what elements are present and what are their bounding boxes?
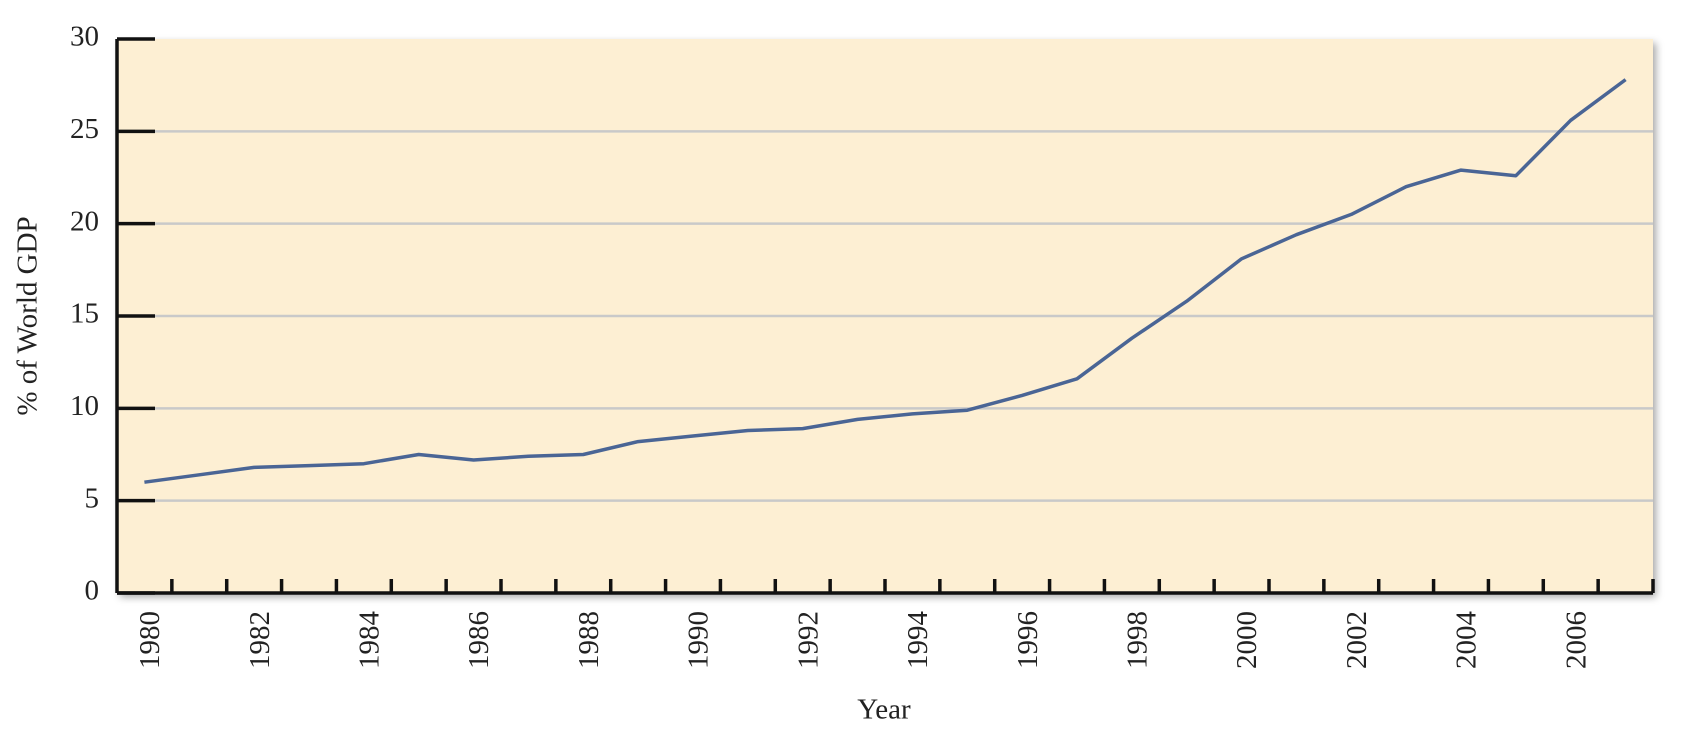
x-tick-label: 2000 [1231,611,1263,669]
x-tick-label: 1994 [902,611,934,670]
x-tick-label: 1980 [134,611,166,669]
x-tick-label: 1988 [573,611,605,669]
x-axis-label: Year [857,694,911,726]
x-tick-label: 1996 [1012,611,1044,669]
y-tick-label: 0 [85,575,100,607]
y-tick-label: 25 [70,113,99,145]
y-tick-label: 20 [70,205,99,237]
x-tick-label: 2004 [1451,611,1483,670]
x-tick-label: 1984 [354,611,386,670]
x-tick-label: 2002 [1341,611,1373,669]
x-tick-label: 1982 [244,611,276,669]
y-tick-label: 30 [70,21,99,53]
y-axis-label: % of World GDP [12,216,44,415]
x-tick-label: 2006 [1560,611,1592,669]
x-tick-label: 1990 [683,611,715,669]
x-tick-label: 1998 [1122,611,1154,669]
data-line [144,78,1627,484]
y-tick-label: 5 [85,482,100,514]
y-tick-label: 15 [70,298,99,330]
x-tick-label: 1986 [463,611,495,669]
x-tick-label: 1992 [792,611,824,669]
y-tick-label: 10 [70,390,99,422]
